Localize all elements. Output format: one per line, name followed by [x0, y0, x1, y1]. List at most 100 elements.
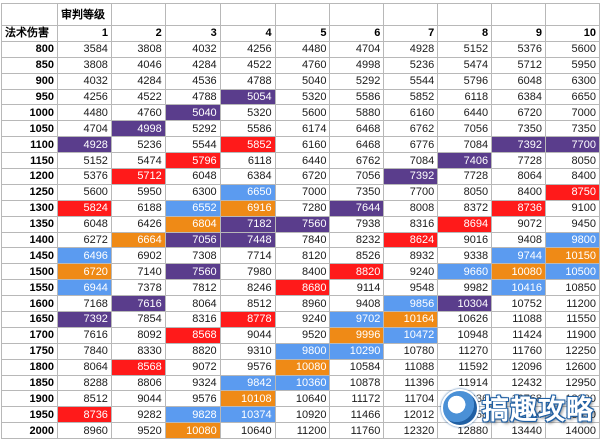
- table-cell: 6160: [383, 104, 439, 122]
- table-cell: 4046: [110, 56, 166, 74]
- table-cell: 3808: [110, 40, 166, 58]
- table-cell: 6300: [545, 72, 600, 90]
- table-cell: 8680: [274, 279, 331, 297]
- table-cell: 7616: [110, 295, 166, 313]
- table-cell: 11270: [437, 342, 493, 360]
- table-cell: 8820: [164, 342, 221, 360]
- table-row: 1700 7616 8092 8568 9044 9520 9996 10472 10948 11…: [1, 326, 600, 344]
- table-cell: 7000: [545, 104, 600, 122]
- table-cell: 11088: [383, 358, 439, 376]
- header-blank: [219, 3, 276, 26]
- table-cell: 8008: [383, 199, 439, 217]
- table-cell: 12600: [545, 358, 600, 376]
- table-cell: 10626: [437, 311, 493, 328]
- table-cell: 9856: [383, 295, 439, 313]
- table-cell: 7182: [219, 215, 276, 233]
- table-cell: 9996: [329, 326, 385, 344]
- table-cell: 11704: [383, 390, 439, 408]
- table-cell: 4256: [219, 40, 276, 58]
- level-header: 1: [56, 25, 112, 42]
- table-cell: 11200: [545, 295, 600, 313]
- watermark-text: 搞趣攻略: [482, 395, 594, 426]
- table-cell: 10374: [219, 406, 276, 424]
- table-cell: 5320: [274, 88, 331, 106]
- table-cell: 6776: [383, 136, 439, 154]
- table-cell: 10360: [274, 374, 331, 392]
- table-cell: 7560: [164, 263, 221, 281]
- table-cell: 5376: [56, 168, 112, 185]
- table-row: 850 3808 4046 4284 4522 4760 4998 5236 5474 5712 5…: [1, 56, 600, 74]
- damage-value: 1300: [1, 199, 58, 217]
- film-reel-logo-icon: [441, 388, 479, 427]
- table-cell: 8064: [56, 358, 112, 376]
- level-header: 5: [274, 25, 331, 42]
- header-level-label: 审判等级: [56, 3, 112, 26]
- table-cell: 11088: [491, 311, 547, 328]
- table-cell: 10850: [545, 279, 600, 297]
- table-cell: 10920: [274, 406, 331, 424]
- table-cell: 9100: [545, 199, 600, 217]
- table-cell: 5712: [110, 168, 166, 185]
- table-cell: 8932: [383, 247, 439, 265]
- table-cell: 8960: [274, 295, 331, 313]
- table-cell: 10500: [545, 263, 600, 281]
- table-cell: 11424: [491, 326, 547, 344]
- table-row: 1200 5376 5712 6048 6384 6720 7056 7392 7728 8064…: [1, 168, 600, 185]
- table-cell: 6048: [491, 72, 547, 90]
- table-cell: 10150: [545, 247, 600, 265]
- damage-value: 1700: [1, 326, 58, 344]
- table-cell: 5040: [274, 72, 331, 90]
- table-cell: 9520: [110, 422, 166, 439]
- table-cell: 5236: [110, 136, 166, 154]
- table-cell: 8288: [56, 374, 112, 392]
- table-cell: 6160: [274, 136, 331, 154]
- table-cell: 4998: [110, 120, 166, 138]
- header-blank: [274, 3, 331, 26]
- table-cell: 10290: [329, 342, 385, 360]
- table-row: 1750 7840 8330 8820 9310 9800 10290 10780 11270 1…: [1, 342, 600, 360]
- table-cell: 7840: [274, 231, 331, 249]
- damage-value: 1950: [1, 406, 58, 424]
- table-cell: 5950: [110, 183, 166, 201]
- table-cell: 5292: [329, 72, 385, 90]
- table-cell: 10164: [383, 311, 439, 328]
- level-header: 3: [164, 25, 221, 42]
- table-cell: 8400: [545, 168, 600, 185]
- table-cell: 10080: [274, 358, 331, 376]
- damage-value: 1550: [1, 279, 58, 297]
- table-cell: 10416: [491, 279, 547, 297]
- table-cell: 9044: [219, 326, 276, 344]
- damage-value: 1350: [1, 215, 58, 233]
- table-cell: 11200: [274, 422, 331, 439]
- table-cell: 4704: [56, 120, 112, 138]
- table-cell: 8960: [56, 422, 112, 439]
- header-blank: [383, 3, 439, 26]
- table-cell: 6650: [219, 183, 276, 201]
- damage-value: 850: [1, 56, 58, 74]
- table-cell: 7406: [437, 152, 493, 170]
- table-cell: 8694: [437, 215, 493, 233]
- table-cell: 8316: [164, 311, 221, 328]
- table-cell: 9282: [110, 406, 166, 424]
- table-cell: 8512: [219, 295, 276, 313]
- table-cell: 5600: [274, 104, 331, 122]
- damage-value: 1000: [1, 104, 58, 122]
- table-cell: 5054: [219, 88, 276, 106]
- damage-value: 900: [1, 72, 58, 90]
- table-cell: 7056: [164, 231, 221, 249]
- table-cell: 7000: [274, 183, 331, 201]
- table-cell: 9548: [383, 279, 439, 297]
- table-cell: 6440: [437, 104, 493, 122]
- table-cell: 6468: [329, 120, 385, 138]
- damage-table: 审判等级 法术伤害 1 2 3 4 5 6 7 8 9 10 800 3584 3808 4032 425…: [1, 3, 600, 439]
- damage-value: 1750: [1, 342, 58, 360]
- table-cell: 4788: [219, 72, 276, 90]
- table-row: 1100 4928 5236 5544 5852 6160 6468 6776 7084 7392…: [1, 136, 600, 154]
- table-cell: 11900: [545, 326, 600, 344]
- table-cell: 6048: [164, 168, 221, 185]
- table-cell: 7616: [56, 326, 112, 344]
- level-header: 6: [329, 25, 385, 42]
- table-cell: 6118: [219, 152, 276, 170]
- table-cell: 6440: [274, 152, 331, 170]
- table-cell: 9016: [437, 231, 493, 249]
